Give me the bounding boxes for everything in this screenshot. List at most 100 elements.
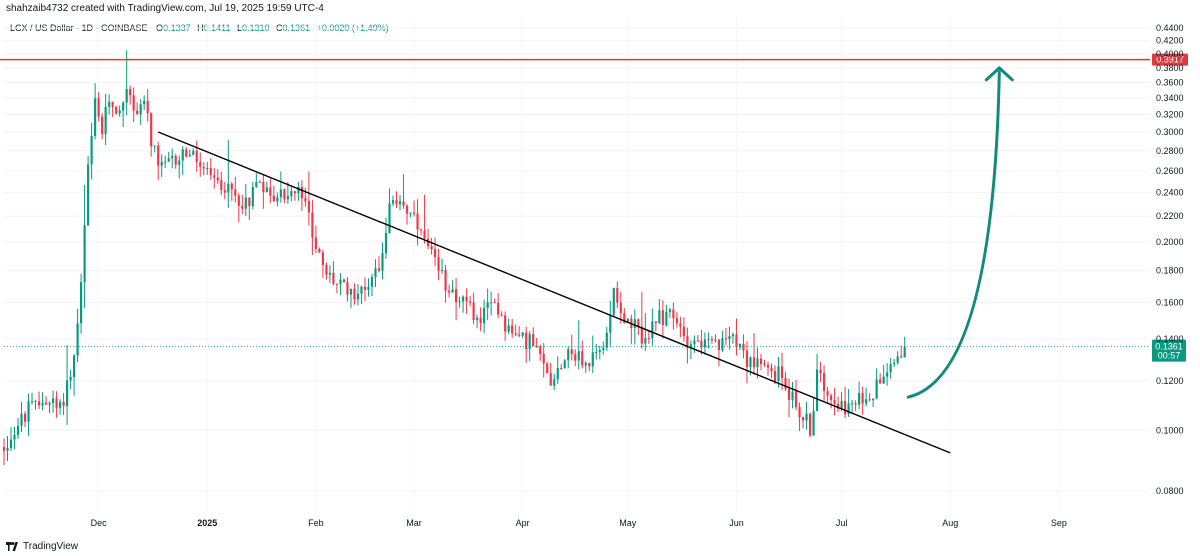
candle-body <box>167 158 170 162</box>
candle-body <box>458 301 461 303</box>
price-tick-label: 0.3200 <box>1156 110 1184 120</box>
time-tick-label: Sep <box>1051 518 1067 528</box>
candle-body <box>714 339 717 341</box>
candle-body <box>51 398 55 404</box>
candle-body <box>13 434 16 440</box>
candle-body <box>80 282 83 324</box>
candle-body <box>433 249 437 258</box>
candle-body <box>886 372 889 377</box>
candle-body <box>731 334 735 337</box>
candle-body <box>97 98 100 117</box>
time-axis[interactable]: Dec 2025 Feb Mar Apr May Jun Jul Aug Sep <box>91 518 1067 528</box>
tradingview-footer[interactable]: TradingView <box>6 541 78 552</box>
candle-body <box>521 332 524 336</box>
candle-body <box>833 400 836 404</box>
candle-body <box>335 283 339 285</box>
candle-body <box>668 309 671 312</box>
candle-body <box>83 225 86 283</box>
candle-body <box>241 205 244 209</box>
candle-body <box>405 205 409 214</box>
candle-body <box>570 349 573 355</box>
candle-body <box>528 333 531 349</box>
candle-body <box>16 425 20 435</box>
candle-body <box>220 180 223 190</box>
price-tick-label: 0.1800 <box>1156 266 1184 276</box>
candle-body <box>332 272 335 284</box>
candle-body <box>847 403 850 415</box>
candle-body <box>893 362 896 365</box>
time-tick-label: Aug <box>942 518 958 528</box>
candle-body <box>759 358 763 365</box>
candle-body <box>819 369 822 374</box>
candle-body <box>882 376 885 384</box>
candle-body <box>815 369 819 411</box>
candle-body <box>23 413 27 422</box>
price-axis[interactable]: 0.4400 0.4200 0.4000 0.3800 0.3600 0.3400 0.32… <box>1156 23 1184 496</box>
candle-body <box>476 317 479 321</box>
candle-body <box>192 150 195 155</box>
price-tick-label: 0.3400 <box>1156 93 1184 103</box>
candle-body <box>872 398 875 401</box>
time-tick-label: 2025 <box>197 518 217 528</box>
price-tick-label: 0.1000 <box>1156 425 1184 435</box>
candle-body <box>37 401 41 406</box>
projection-arrow[interactable] <box>906 70 1001 399</box>
candle-body <box>216 177 219 181</box>
time-tick-label: Dec <box>91 518 108 528</box>
candle-body <box>311 212 314 238</box>
descending-trendline[interactable] <box>157 131 951 454</box>
candle-body <box>132 95 135 111</box>
grid <box>4 16 1150 512</box>
candle-body <box>248 197 251 207</box>
candle-body <box>875 379 878 399</box>
candle-body <box>370 277 374 287</box>
candle-body <box>146 100 149 114</box>
candle-body <box>125 88 128 103</box>
candle-body <box>111 101 114 107</box>
price-tick-label: 0.3800 <box>1156 63 1184 73</box>
candle-body <box>612 288 615 315</box>
candle-body <box>314 237 317 249</box>
candle-body <box>598 349 601 352</box>
candle-body <box>185 149 188 157</box>
candle-body <box>602 347 605 350</box>
candle-body <box>272 195 275 202</box>
price-tick-label: 0.2600 <box>1156 166 1184 176</box>
candle-body <box>195 150 198 163</box>
candle-body <box>682 326 685 337</box>
candle-body <box>304 198 307 202</box>
candle-body <box>58 401 62 408</box>
candle-body <box>87 164 90 226</box>
candle-body <box>286 196 289 200</box>
candle-body <box>865 399 868 404</box>
candle-body <box>69 376 72 381</box>
candle-body <box>535 346 538 348</box>
footer-brand: TradingView <box>23 541 79 552</box>
candle-body <box>41 402 44 406</box>
candle-body <box>770 367 773 372</box>
candle-body <box>507 325 510 332</box>
candle-body <box>339 279 342 284</box>
candle-body <box>440 269 444 271</box>
candle-body <box>591 352 594 367</box>
price-tick-label: 0.1400 <box>1156 334 1184 344</box>
candle-body <box>896 356 899 363</box>
price-tick-label: 0.2000 <box>1156 237 1184 247</box>
price-tick-label: 0.4200 <box>1156 36 1184 46</box>
projection-arrowhead-icon <box>984 66 1014 82</box>
candle-body <box>115 106 118 114</box>
candle-body <box>349 288 353 295</box>
price-tick-label: 0.1600 <box>1156 298 1184 308</box>
candles <box>2 50 906 466</box>
candle-body <box>854 403 857 405</box>
candle-body <box>514 333 517 335</box>
price-tick-label: 0.0800 <box>1156 486 1184 496</box>
time-tick-label: May <box>619 518 637 528</box>
candle-body <box>556 368 559 380</box>
candle-body <box>202 167 205 169</box>
candle-body <box>244 197 247 209</box>
candle-body <box>861 393 864 404</box>
candle-body <box>518 334 521 336</box>
candle-body <box>469 301 472 303</box>
